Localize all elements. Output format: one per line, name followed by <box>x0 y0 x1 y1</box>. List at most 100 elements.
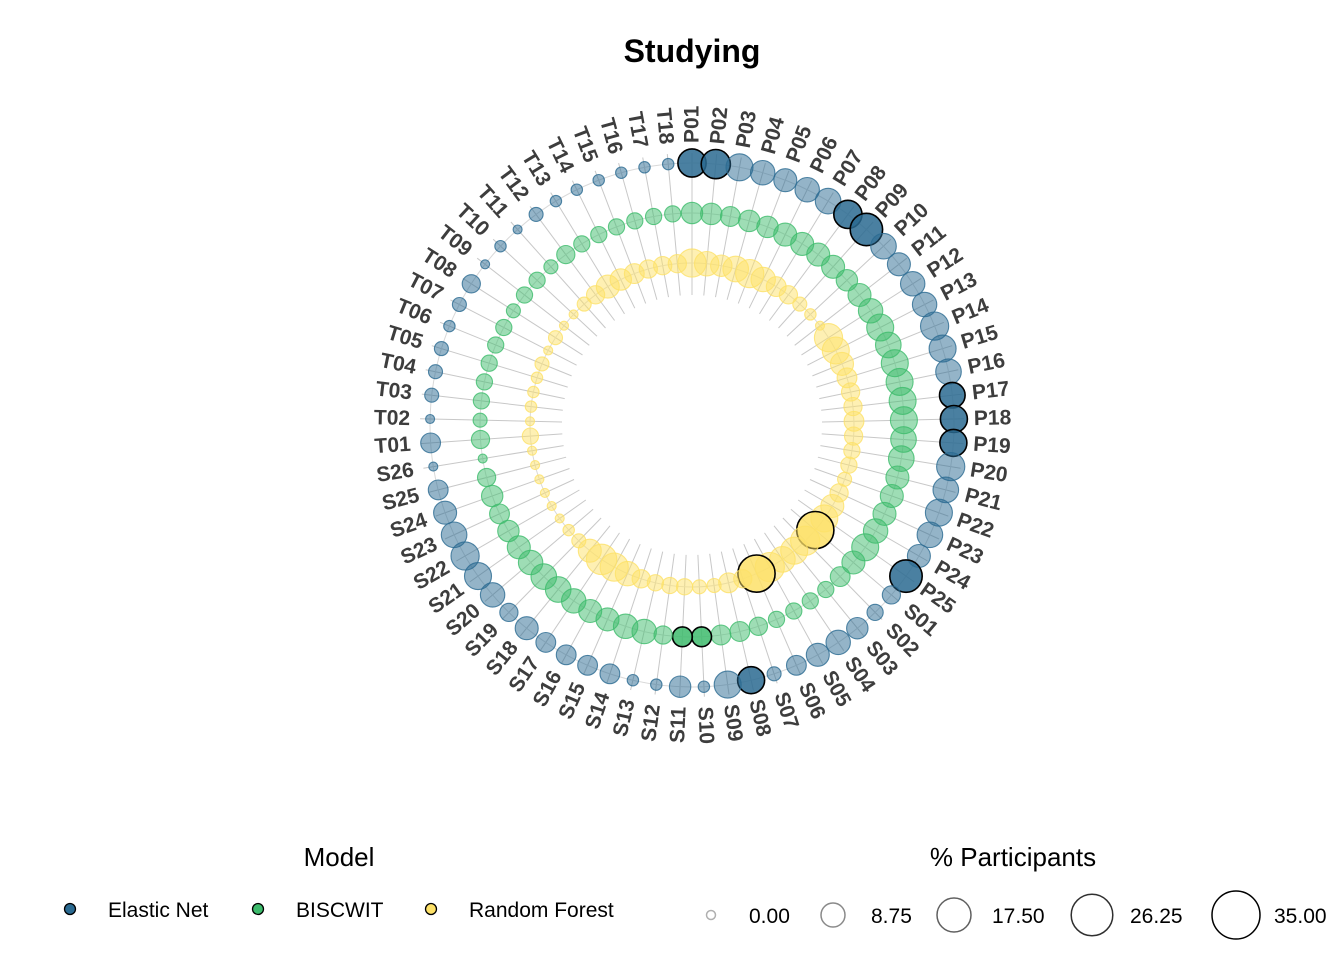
bubble-point <box>527 385 540 399</box>
bubble-point <box>928 334 957 363</box>
bubble-point <box>713 670 742 699</box>
series-elastic-net <box>420 148 969 699</box>
bubble-point <box>443 319 456 333</box>
bubble-point <box>524 400 538 413</box>
bubble-point <box>814 187 842 215</box>
grid-spoke <box>423 445 564 469</box>
bubble-point <box>661 157 675 171</box>
bubble-point <box>805 642 830 667</box>
bubble-point <box>825 629 851 656</box>
bubble-point <box>499 602 519 623</box>
legend-color-label: BISCWIT <box>296 899 384 922</box>
grid-spoke <box>476 257 590 346</box>
bubble-point <box>650 678 663 691</box>
bubble-point <box>547 330 564 346</box>
bubble-point <box>534 474 545 485</box>
bubble-point <box>554 513 565 524</box>
legend-size-key <box>1070 893 1114 937</box>
bubble-point <box>514 616 539 641</box>
bubble-point <box>870 232 897 260</box>
bubble-point <box>700 202 723 226</box>
bubble-point <box>571 533 587 549</box>
legend-size-key <box>820 902 846 928</box>
bubble-point <box>543 345 554 356</box>
bubble-point <box>487 336 505 354</box>
bubble-point <box>888 559 923 594</box>
category-label: S12 <box>637 703 665 743</box>
category-label: T01 <box>374 433 412 458</box>
legend-title-size: % Participants <box>930 842 1096 872</box>
bubble-point <box>671 626 694 648</box>
bubble-point <box>792 296 808 312</box>
category-labels: P01 P02 P03P04P05P06P07P08P09P10P11P12P13P… <box>374 105 1012 744</box>
grid-spoke <box>428 456 567 493</box>
category-label: T17 <box>623 110 652 150</box>
grid-spoke <box>462 277 583 356</box>
legend-color-keys: Elastic Net BISCWIT Random Forest <box>63 899 614 922</box>
bubble-point <box>939 404 969 434</box>
bubble-point <box>886 252 911 277</box>
bubble-point <box>843 442 861 460</box>
bubble-point <box>476 467 497 488</box>
bubble-point <box>556 244 576 265</box>
bubble-point <box>576 296 592 312</box>
category-label: P18 <box>974 406 1012 430</box>
bubble-point <box>528 271 546 289</box>
bubble-point <box>521 427 540 445</box>
bubble-point <box>420 432 442 454</box>
bubble-point <box>479 582 506 608</box>
bubble-point <box>794 176 820 203</box>
bubble-point <box>607 218 626 236</box>
grid-spoke <box>666 154 681 296</box>
bubble-point <box>543 259 559 275</box>
bubble-point <box>817 580 835 599</box>
bubble-point <box>535 631 557 653</box>
bubble-point <box>725 153 754 182</box>
bubble-point <box>736 665 766 695</box>
bubble-point <box>592 173 605 187</box>
bubble-point <box>546 500 557 512</box>
bubble-point <box>568 309 579 320</box>
series-random-forest <box>521 248 865 596</box>
bubble-point <box>664 205 682 223</box>
category-label: P17 <box>971 377 1011 404</box>
series-biscwit <box>470 201 918 648</box>
grid-spoke <box>492 238 598 337</box>
bubble-point <box>534 356 550 372</box>
bubble-point <box>938 381 966 409</box>
category-label: T02 <box>374 406 411 430</box>
legend-size-label: 0.00 <box>749 905 790 928</box>
bubble-point <box>539 487 550 498</box>
bubble-point <box>573 235 591 253</box>
bubble-point <box>691 579 707 595</box>
bubble-point <box>480 354 498 372</box>
grid-spoke <box>529 206 616 321</box>
legend-size-key <box>936 897 972 933</box>
chart-title: Studying <box>624 33 761 69</box>
bubble-point <box>549 194 563 208</box>
bubble-point <box>935 358 962 386</box>
bubble-point <box>599 663 621 685</box>
grid-spoke <box>425 369 565 400</box>
bubble-point <box>590 225 608 244</box>
category-label: S26 <box>375 458 416 487</box>
legend-size-key <box>1211 890 1261 940</box>
bubble-point <box>773 168 798 193</box>
grid-spoke <box>697 554 705 697</box>
bubble-point <box>829 566 851 588</box>
bubble-point <box>472 412 488 428</box>
bubble-point <box>512 224 523 235</box>
bubble-point <box>428 461 439 472</box>
bubble-point <box>778 285 799 305</box>
bubble-point <box>785 654 807 676</box>
legend-color-key <box>63 902 77 916</box>
bubble-point <box>749 159 776 186</box>
bubble-point <box>881 585 902 605</box>
bubble-point <box>451 296 467 313</box>
bubble-point <box>480 259 491 270</box>
legend-size-label: 26.25 <box>1130 905 1183 928</box>
bubble-point <box>506 535 531 560</box>
grid-spoke <box>510 221 606 329</box>
bubble-point <box>667 254 687 274</box>
